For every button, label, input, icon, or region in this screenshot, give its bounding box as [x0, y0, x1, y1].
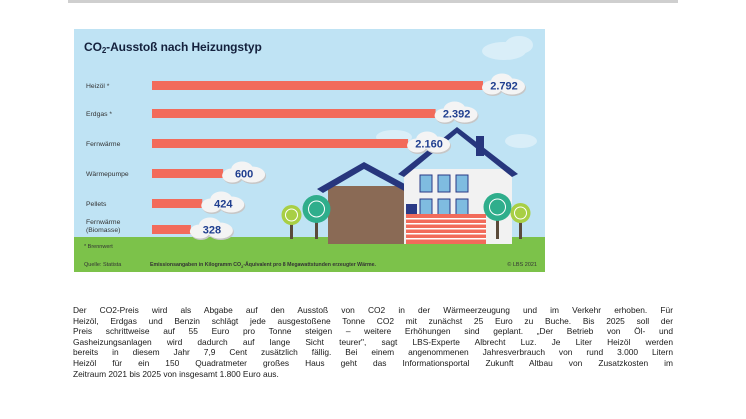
top-strip [68, 0, 678, 3]
house-illustration [317, 127, 518, 244]
value-cloud [482, 73, 526, 96]
house-window-low-1 [419, 198, 433, 217]
category-label: Wärmepumpe [86, 171, 129, 178]
value-cloud [434, 101, 479, 124]
bar [152, 139, 409, 148]
chart-source: Quelle: Statista [84, 262, 122, 268]
value-cloud [189, 217, 234, 240]
article-line: Der CO2-Preis wird als Abgabe auf den Au… [73, 305, 673, 315]
house-window-low-3 [455, 198, 469, 217]
house-window-low-2 [437, 198, 451, 217]
chart-footnote: * Brennwert [84, 244, 113, 250]
value-label: 2.792 [490, 81, 518, 93]
chart-copyright: © LBS 2021 [507, 262, 537, 268]
article-line: Heizöl für ein 150 Quadratmeter großes H… [73, 357, 673, 368]
tree-right-small [510, 203, 531, 239]
infographic: CO2-Ausstoß nach Heizungstyp [74, 29, 545, 272]
tree-left-large [302, 195, 331, 239]
house-garage-door [406, 214, 486, 244]
category-label: Fernwärme [86, 141, 121, 148]
value-label: 2.392 [443, 109, 471, 121]
value-label: 328 [203, 225, 221, 237]
house-chimney [476, 136, 484, 156]
tree-left-small [281, 205, 302, 239]
value-cloud [201, 191, 246, 214]
category-label: Erdgas * [86, 111, 112, 118]
category-label: Pellets [86, 201, 107, 208]
article-line: Preis schrittweise auf 55 Euro pro Tonne… [73, 326, 673, 337]
house-front-roof [398, 127, 518, 177]
value-label: 600 [235, 169, 253, 181]
article-line: bereits in diesem Jahr 7,9 Cent zusätzli… [73, 347, 673, 358]
house-window-top-right [437, 174, 451, 193]
bar [152, 169, 224, 178]
chart-title: CO2-Ausstoß nach Heizungstyp [84, 40, 262, 55]
tree-right-large [483, 193, 512, 239]
bar [152, 225, 191, 234]
article-line: Zeitraum 2021 bis 2025 von insgesamt 1.8… [73, 368, 279, 379]
article-line: Gasheizungsanlagen wird dadurch auf lang… [73, 336, 673, 347]
bar [152, 199, 203, 208]
category-label: Heizöl * [86, 83, 110, 90]
value-label: 2.160 [415, 139, 443, 151]
value-label: 424 [214, 199, 233, 211]
chart-unit-note: Emissionsangaben in Kilogramm CO2-Äquiva… [150, 262, 376, 270]
bar [152, 109, 436, 118]
category-label: Fernwärme (Biomasse) [86, 219, 121, 234]
chart-canvas: Heizöl * 2.792 Erdgas * 2.392 Fernwärme 2.160… [74, 36, 545, 272]
value-cloud [222, 161, 267, 184]
house-side-wall [328, 186, 404, 244]
house-window-top-far [455, 174, 469, 193]
article-text: Der CO2-Preis wird als Abgabe auf den Au… [73, 305, 673, 379]
bar [152, 81, 483, 90]
house-window-top-left [419, 174, 433, 193]
article-line: Heizöl, Erdgas und Benzin schlägt jede a… [73, 315, 673, 326]
value-cloud [407, 131, 452, 154]
